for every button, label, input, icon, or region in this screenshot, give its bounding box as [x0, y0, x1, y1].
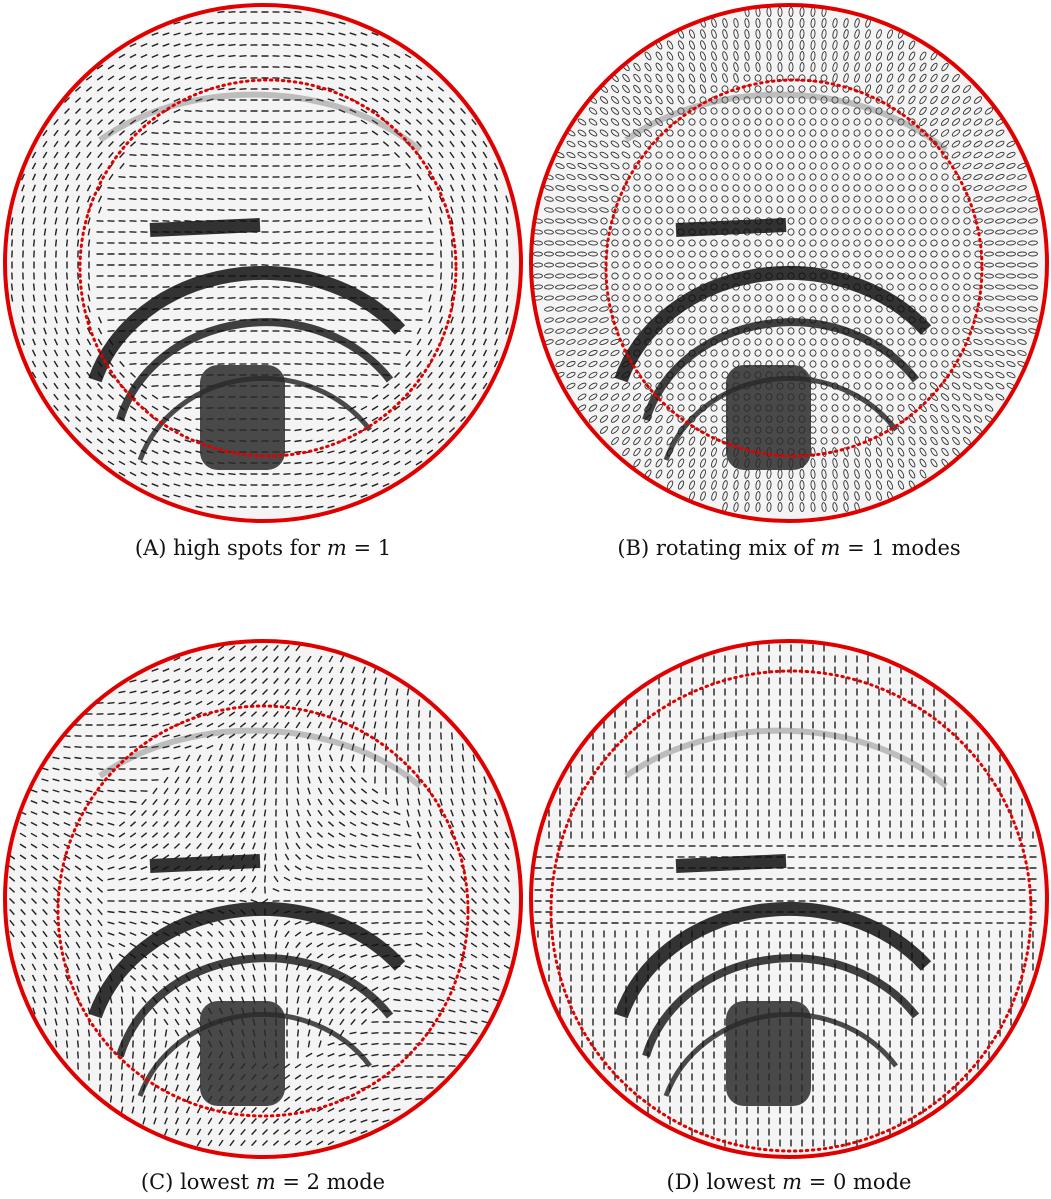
panel-b-caption-label: (B): [617, 536, 650, 560]
panel-c-caption-label: (C): [140, 1170, 174, 1194]
panel-b-rings: [550, 5, 1032, 470]
panel-d-caption-rest: = 0: [802, 1170, 847, 1194]
panel-a-caption-label: (A): [134, 536, 167, 560]
panel-d-caption: (D) lowest m = 0 mode: [526, 1170, 1051, 1194]
panel-c-rings: [24, 641, 506, 1106]
panel-b-caption: (B) rotating mix of m = 1 modes: [526, 536, 1051, 560]
panel-a: [0, 0, 526, 526]
panel-a-caption-var: m: [326, 536, 347, 560]
panel-c-dotted-circle: [56, 704, 470, 1118]
panel-b-caption-var: m: [820, 536, 841, 560]
panel-d-caption-pre: lowest: [699, 1170, 783, 1194]
panel-d-caption-post: mode: [846, 1170, 912, 1194]
panel-d-caption-label: (D): [666, 1170, 700, 1194]
panel-c-image: [3, 639, 523, 1159]
panel-c-caption-var: m: [255, 1170, 276, 1194]
panel-d: [526, 636, 1051, 1162]
panel-b-dotted-circle: [604, 78, 984, 458]
panel-a-boundary-circle: [3, 3, 523, 523]
panel-c-caption-pre: lowest: [173, 1170, 256, 1194]
panel-d-caption-var: m: [782, 1170, 803, 1194]
panel-a-caption: (A) high spots for m = 1: [0, 536, 526, 560]
panel-b-image: [529, 3, 1049, 523]
panel-d-boundary-circle: [529, 639, 1049, 1159]
panel-a-image: [3, 3, 523, 523]
panel-c-caption: (C) lowest m = 2 mode: [0, 1170, 526, 1194]
panel-b-caption-post: modes: [884, 536, 961, 560]
panel-d-dotted-circle: [549, 669, 1033, 1153]
panel-c-caption-post: mode: [319, 1170, 386, 1194]
panel-b-boundary-circle: [529, 3, 1049, 523]
panel-d-image: [529, 639, 1049, 1159]
panel-a-rings: [24, 5, 506, 470]
panel-a-caption-pre: high spots for: [166, 536, 327, 560]
panel-c-caption-rest: = 2: [275, 1170, 320, 1194]
panel-d-rings: [550, 641, 1032, 1106]
panel-b-caption-pre: rotating mix of: [649, 536, 821, 560]
panel-c-boundary-circle: [3, 639, 523, 1159]
panel-b: [526, 0, 1051, 526]
panel-b-caption-rest: = 1: [840, 536, 885, 560]
panel-a-dotted-circle: [78, 78, 458, 458]
panel-c: [0, 636, 526, 1162]
panel-a-caption-rest: = 1: [346, 536, 392, 560]
